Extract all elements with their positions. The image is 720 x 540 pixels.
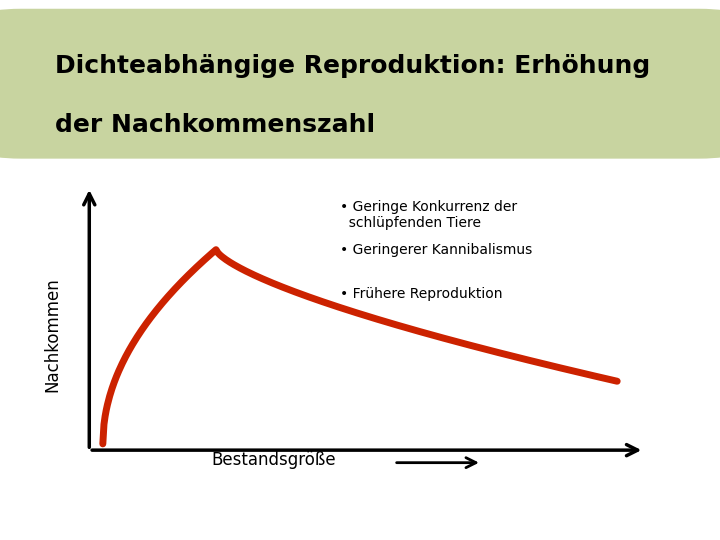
Text: • Geringerer Kannibalismus: • Geringerer Kannibalismus (340, 244, 532, 258)
Text: Dichteabhängige Reproduktion: Erhöhung: Dichteabhängige Reproduktion: Erhöhung (55, 54, 651, 78)
Text: • Frühere Reproduktion: • Frühere Reproduktion (340, 287, 502, 301)
Text: Bestandsgröße: Bestandsgröße (211, 451, 336, 469)
Text: der Nachkommenszahl: der Nachkommenszahl (55, 113, 376, 137)
FancyBboxPatch shape (0, 10, 720, 158)
Text: • Geringe Konkurrenz der
  schlüpfenden Tiere: • Geringe Konkurrenz der schlüpfenden Ti… (340, 200, 517, 230)
Text: Nachkommen: Nachkommen (43, 277, 61, 391)
